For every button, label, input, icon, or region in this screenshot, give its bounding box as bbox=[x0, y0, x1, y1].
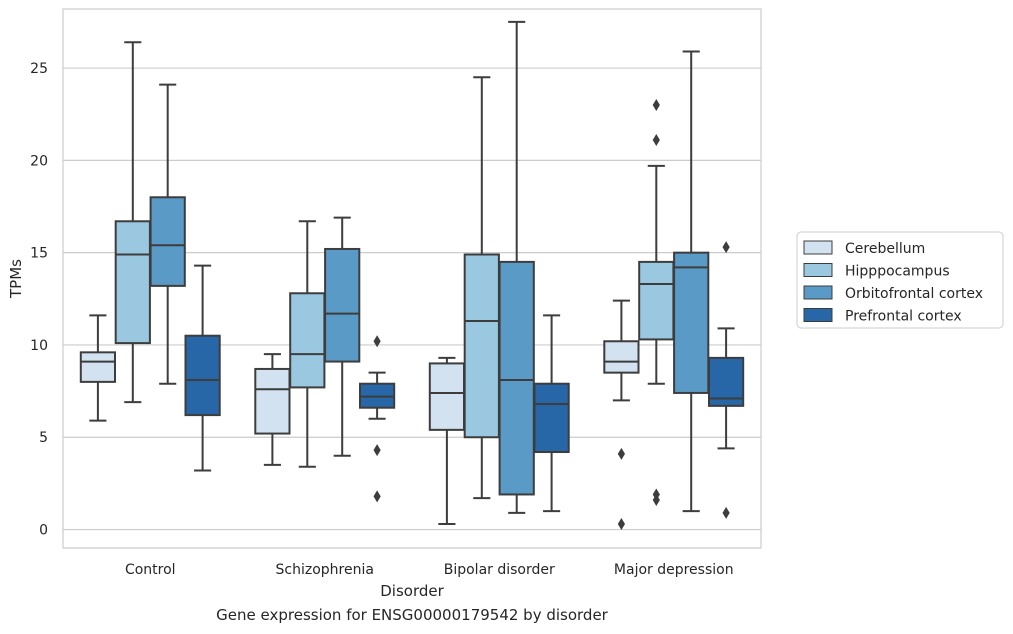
box-body bbox=[603, 340, 640, 374]
legend-swatch bbox=[803, 240, 833, 255]
y-tick-label: 25 bbox=[30, 61, 48, 77]
box-orbitofrontal-cortex bbox=[324, 216, 361, 457]
legend-frame bbox=[796, 231, 1004, 329]
box-body bbox=[463, 253, 500, 439]
box-hipppocampus bbox=[289, 220, 326, 468]
box-prefrontal-cortex bbox=[533, 314, 570, 513]
outlier-marker bbox=[617, 447, 625, 460]
box-body bbox=[149, 196, 186, 287]
box-orbitofrontal-cortex bbox=[673, 50, 710, 513]
box-body bbox=[673, 251, 710, 394]
box-body bbox=[79, 351, 117, 383]
x-tick-label: Major depression bbox=[614, 562, 734, 578]
legend-item: Orbitofrontal cortex bbox=[803, 285, 983, 302]
box-orbitofrontal-cortex bbox=[149, 83, 186, 385]
box-body bbox=[114, 220, 151, 345]
outlier-marker bbox=[373, 444, 381, 457]
y-tick-label: 15 bbox=[30, 246, 48, 262]
legend-item: Hipppocampus bbox=[803, 263, 950, 280]
x-tick-label: Control bbox=[125, 562, 176, 578]
box-body bbox=[289, 292, 326, 389]
y-tick-label: 0 bbox=[39, 523, 48, 539]
plot-frame bbox=[62, 8, 762, 549]
box-prefrontal-cortex bbox=[707, 241, 745, 519]
box-hipppocampus bbox=[463, 76, 500, 500]
outlier-marker bbox=[652, 134, 660, 147]
box-cerebellum bbox=[254, 353, 291, 466]
legend-label: Cerebellum bbox=[845, 241, 925, 257]
box-body bbox=[533, 382, 570, 454]
box-cerebellum bbox=[603, 299, 640, 531]
box-body bbox=[324, 247, 361, 363]
outlier-marker bbox=[373, 490, 381, 503]
y-axis-label: TPMs bbox=[7, 259, 25, 299]
box-hipppocampus bbox=[638, 98, 675, 507]
box-body bbox=[254, 367, 291, 435]
x-tick-label: Schizophrenia bbox=[276, 562, 374, 578]
box-orbitofrontal-cortex bbox=[498, 20, 535, 514]
outlier-marker bbox=[652, 98, 660, 111]
outlier-marker bbox=[722, 506, 730, 519]
box-prefrontal-cortex bbox=[184, 264, 221, 472]
outlier-marker bbox=[617, 518, 625, 531]
box-body bbox=[184, 334, 221, 417]
legend-label: Orbitofrontal cortex bbox=[845, 286, 983, 302]
y-tick-labels: 0 5 10 15 20 25 bbox=[30, 61, 48, 538]
box-cerebellum bbox=[428, 356, 466, 526]
legend-swatch bbox=[803, 285, 833, 300]
legend-item: Cerebellum bbox=[803, 240, 925, 257]
legend-swatch bbox=[803, 263, 833, 277]
outlier-marker bbox=[722, 241, 730, 254]
outlier-marker bbox=[373, 335, 381, 348]
box-body bbox=[498, 260, 535, 496]
legend-label: Hipppocampus bbox=[845, 264, 950, 280]
chart-caption: Gene expression for ENSG00000179542 by d… bbox=[216, 606, 608, 624]
x-tick-labels: Control Schizophrenia Bipolar disorder Majo… bbox=[125, 562, 734, 578]
box-body bbox=[638, 260, 675, 341]
legend-swatch bbox=[803, 308, 833, 322]
legend: Cerebellum Hipppocampus Orbitofrontal cort… bbox=[796, 231, 1004, 329]
legend-item: Prefrontal cortex bbox=[803, 308, 962, 325]
outlier-marker bbox=[652, 494, 660, 507]
boxes bbox=[79, 20, 745, 531]
box-body bbox=[428, 362, 466, 431]
x-axis-label: Disorder bbox=[380, 582, 444, 600]
box-prefrontal-cortex bbox=[358, 335, 396, 503]
box-hipppocampus bbox=[114, 41, 151, 404]
x-tick-label: Bipolar disorder bbox=[444, 562, 555, 578]
box-cerebellum bbox=[79, 314, 117, 422]
y-tick-label: 5 bbox=[39, 430, 48, 446]
legend-label: Prefrontal cortex bbox=[845, 309, 962, 325]
y-tick-label: 10 bbox=[30, 338, 48, 354]
y-tick-label: 20 bbox=[30, 153, 48, 169]
